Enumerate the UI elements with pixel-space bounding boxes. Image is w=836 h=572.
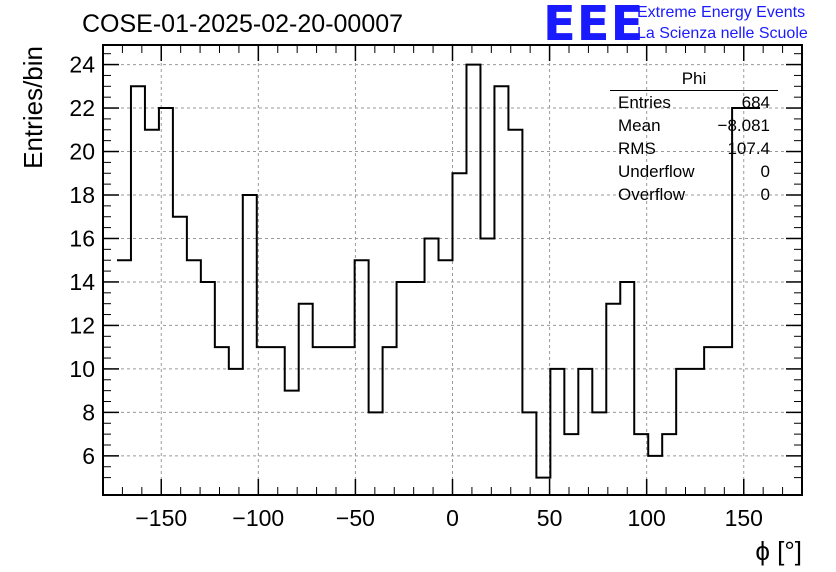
histogram-bin (355, 260, 369, 495)
stats-row-rms: RMS 107.4 (610, 137, 778, 160)
histogram-bin (187, 260, 201, 495)
x-tick-label: 50 (537, 505, 563, 531)
stats-row-mean: Mean −8.081 (610, 114, 778, 137)
y-tick-label: 12 (69, 312, 95, 338)
histogram-bin (215, 347, 229, 495)
stats-label: Mean (618, 116, 661, 135)
histogram-bin (536, 478, 550, 495)
y-tick-label: 14 (69, 269, 95, 295)
histogram-bin (480, 238, 494, 495)
x-tick-label: −100 (232, 505, 284, 531)
histogram-bin (397, 282, 411, 495)
stats-box: Phi Entries 684 Mean −8.081 RMS 107.4 Un… (610, 68, 778, 206)
y-axis-ticks: 6 8 10 12 14 16 18 20 22 24 (69, 52, 802, 479)
y-tick-label: 20 (69, 139, 95, 165)
histogram-bin (383, 347, 397, 495)
histogram-bin (439, 260, 453, 495)
y-tick-label: 22 (69, 95, 95, 121)
histogram-bin (662, 434, 676, 495)
histogram-bin (131, 86, 145, 495)
histogram-bin (369, 412, 383, 495)
stats-label: Entries (618, 93, 671, 112)
histogram-bin (606, 304, 620, 495)
stats-value: 684 (741, 93, 770, 112)
stats-value: 107.4 (727, 139, 770, 158)
histogram-bin (173, 217, 187, 495)
x-axis-ticks: −150 −100 −50 0 50 100 150 (121, 45, 784, 531)
stats-value: 0 (760, 185, 770, 204)
histogram-bin (718, 347, 732, 495)
histogram-bin (453, 173, 467, 495)
histogram-bin (341, 347, 355, 495)
histogram-bin (229, 369, 243, 495)
histogram-bin (425, 238, 439, 495)
x-tick-label: −150 (135, 505, 187, 531)
stats-row-entries: Entries 684 (610, 91, 778, 114)
histogram-bin (508, 130, 522, 495)
y-axis-label: Entries/bin (18, 46, 48, 169)
x-tick-label: 100 (627, 505, 665, 531)
stats-label: Underflow (618, 162, 695, 181)
stats-label: RMS (618, 139, 656, 158)
logo-subtitle-1: Extreme Energy Events (637, 4, 806, 21)
x-tick-label: −50 (336, 505, 375, 531)
histogram-bin (592, 412, 606, 495)
histogram-bin (466, 65, 480, 495)
y-tick-label: 16 (69, 225, 95, 251)
y-tick-label: 8 (82, 399, 95, 425)
stats-label: Overflow (618, 185, 686, 204)
histogram-bin (257, 347, 271, 495)
histogram-bin (494, 86, 508, 495)
histogram-bin (564, 434, 578, 495)
histogram-bin (201, 282, 215, 495)
y-tick-label: 18 (69, 182, 95, 208)
histogram-bin (690, 369, 704, 495)
y-tick-label: 6 (82, 443, 95, 469)
histogram-bin (550, 369, 564, 495)
histogram-bin (117, 260, 131, 495)
stats-row-underflow: Underflow 0 (610, 160, 778, 183)
stats-box-title: Phi (610, 68, 778, 91)
stats-value: −8.081 (717, 116, 770, 135)
eee-logo: EEE (543, 0, 645, 52)
histogram-bin (411, 282, 425, 495)
histogram-bin (285, 391, 299, 495)
histogram-bin (578, 369, 592, 495)
histogram-bin (676, 369, 690, 495)
x-axis-label: ϕ [°] (755, 536, 802, 566)
stats-row-overflow: Overflow 0 (610, 183, 778, 206)
histogram-bin (522, 412, 536, 495)
x-tick-label: 0 (446, 505, 459, 531)
x-tick-label: 150 (725, 505, 763, 531)
chart-title: COSE-01-2025-02-20-00007 (82, 10, 404, 38)
histogram-bin (243, 195, 257, 495)
histogram-bin (145, 130, 159, 495)
y-tick-label: 10 (69, 356, 95, 382)
stats-value: 0 (760, 162, 770, 181)
logo-subtitle-2: La Scienza nelle Scuole (637, 25, 808, 42)
histogram-series (116, 63, 761, 479)
histogram-bin (620, 282, 634, 495)
y-tick-label: 24 (69, 52, 95, 78)
histogram-bin (648, 456, 662, 495)
histogram-bin (299, 304, 313, 495)
